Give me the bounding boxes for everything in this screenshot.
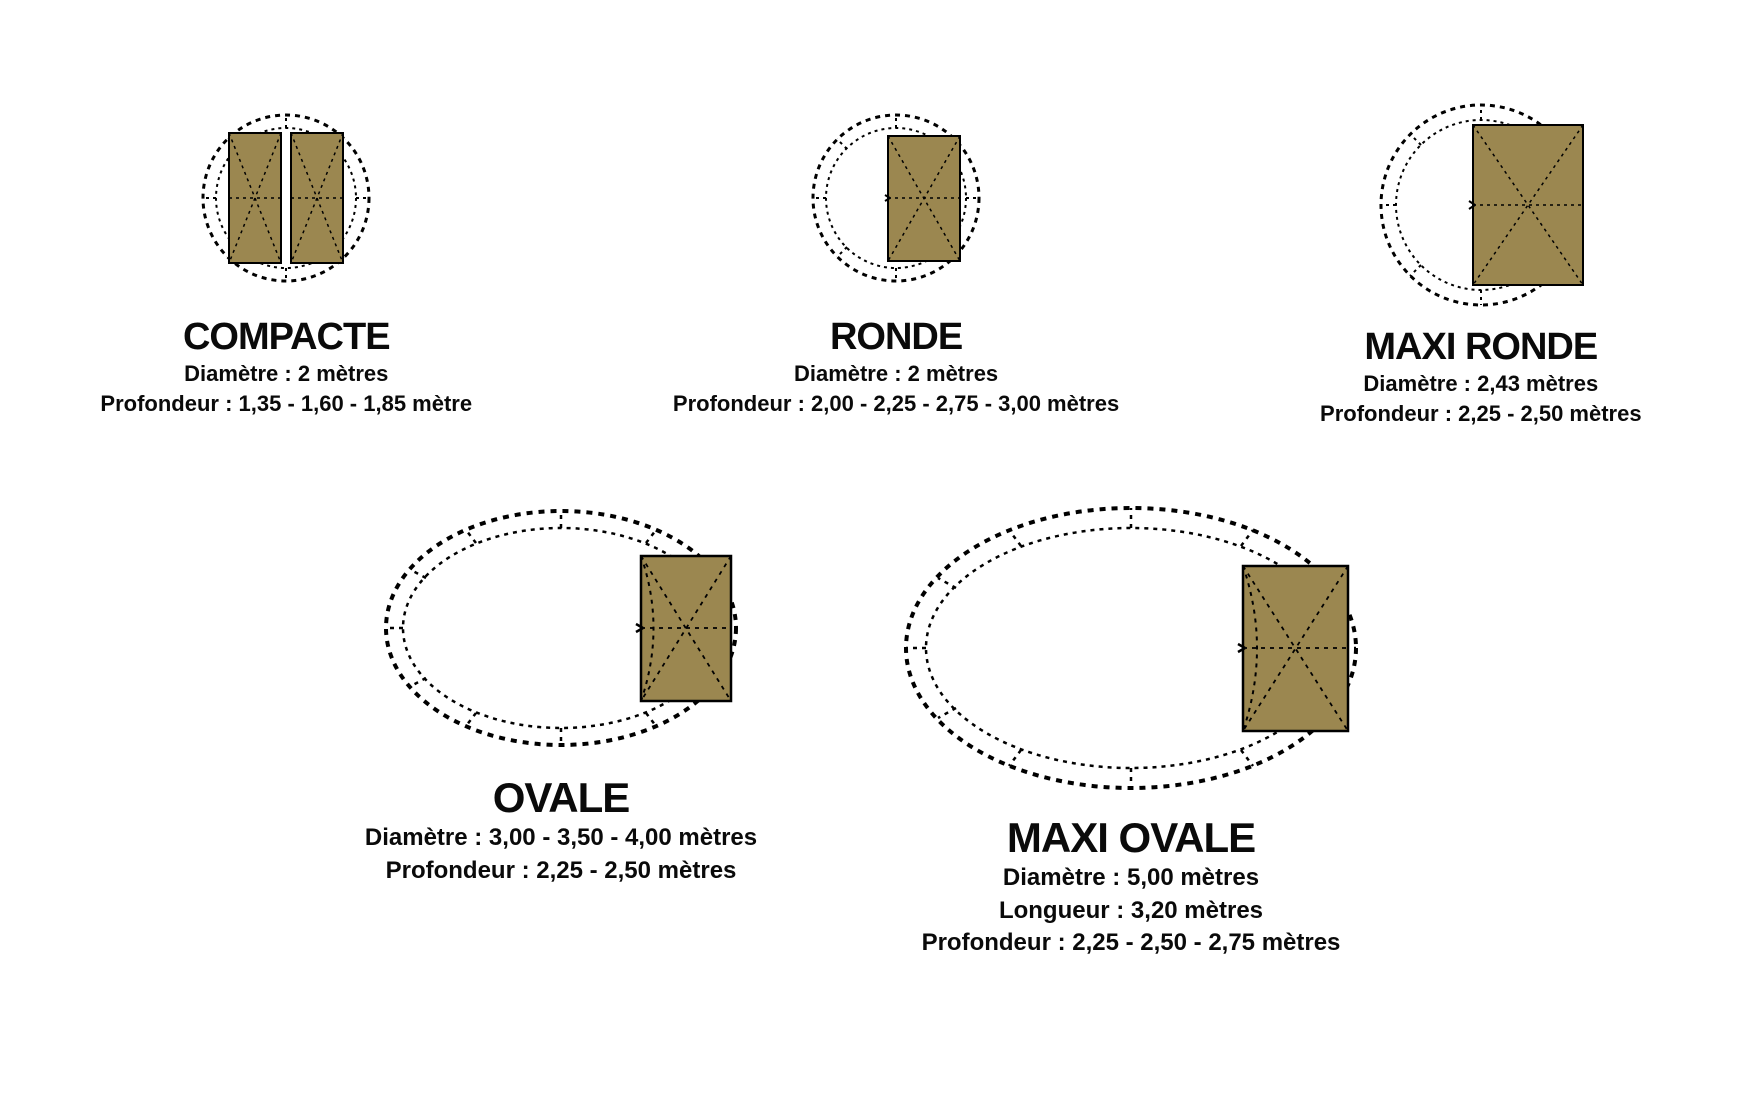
spec-maxi-ovale-2: Longueur : 3,20 mètres <box>999 895 1263 927</box>
spec-maxi-ronde-1: Diamètre : 2,43 mètres <box>1363 369 1598 399</box>
spec-ronde-2: Profondeur : 2,00 - 2,25 - 2,75 - 3,00 m… <box>673 389 1119 419</box>
diagram-compacte <box>176 90 396 310</box>
spec-ovale-2: Profondeur : 2,25 - 2,50 mètres <box>386 855 737 887</box>
title-ovale: OVALE <box>493 774 630 822</box>
row-top: COMPACTE Diamètre : 2 mètres Profondeur … <box>0 0 1742 428</box>
row-bottom: OVALE Diamètre : 3,00 - 3,50 - 4,00 mètr… <box>0 428 1742 959</box>
spec-ronde-1: Diamètre : 2 mètres <box>794 359 998 389</box>
diagram-maxi-ovale <box>881 488 1381 808</box>
item-compacte: COMPACTE Diamètre : 2 mètres Profondeur … <box>100 90 472 418</box>
title-maxi-ovale: MAXI OVALE <box>1007 814 1255 862</box>
item-ronde: RONDE Diamètre : 2 mètres Profondeur : 2… <box>673 90 1119 418</box>
title-maxi-ronde: MAXI RONDE <box>1364 326 1597 369</box>
spec-maxi-ovale-3: Profondeur : 2,25 - 2,50 - 2,75 mètres <box>922 927 1341 959</box>
spec-compacte-2: Profondeur : 1,35 - 1,60 - 1,85 mètre <box>100 389 472 419</box>
diagram-maxi-ronde <box>1351 90 1611 320</box>
diagram-ronde <box>786 90 1006 310</box>
title-ronde: RONDE <box>830 316 962 359</box>
item-ovale: OVALE Diamètre : 3,00 - 3,50 - 4,00 mètr… <box>361 488 761 887</box>
spec-ovale-1: Diamètre : 3,00 - 3,50 - 4,00 mètres <box>365 822 757 854</box>
spec-maxi-ovale-1: Diamètre : 5,00 mètres <box>1003 862 1259 894</box>
title-compacte: COMPACTE <box>183 316 390 359</box>
item-maxi-ronde: MAXI RONDE Diamètre : 2,43 mètres Profon… <box>1320 90 1642 428</box>
spec-compacte-1: Diamètre : 2 mètres <box>184 359 388 389</box>
spec-maxi-ronde-2: Profondeur : 2,25 - 2,50 mètres <box>1320 399 1642 429</box>
diagram-ovale <box>361 488 761 768</box>
item-maxi-ovale: MAXI OVALE Diamètre : 5,00 mètres Longue… <box>881 488 1381 959</box>
